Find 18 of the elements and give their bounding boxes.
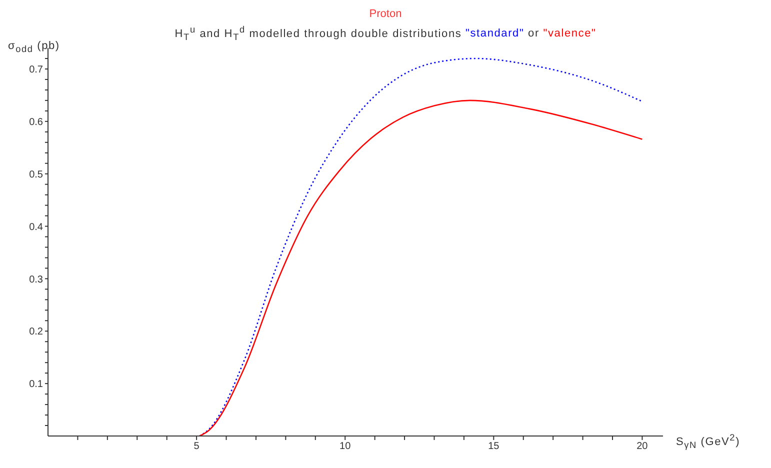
y-tick-label: 0.1: [29, 379, 44, 390]
y-tick-label: 0.5: [29, 169, 44, 180]
x-tick-label: 5: [194, 441, 200, 452]
chart-title: Proton: [369, 8, 402, 20]
x-axis-title: S$_{γN}$ (GeV$^{2}$): [676, 432, 740, 450]
x-tick-label: 10: [340, 441, 352, 452]
y-tick-label: 0.3: [29, 274, 44, 286]
text: "valence": [543, 28, 596, 40]
series-label: "standard": [466, 28, 524, 40]
x-tick-label: 20: [636, 441, 648, 452]
x-tick-label: 15: [488, 441, 500, 452]
y-tick-label: 0.2: [29, 326, 44, 338]
text: or: [528, 28, 540, 40]
y-axis-title: σ$_{odd}$ (pb): [8, 40, 60, 54]
chart-subtitle: H$_{T}$$^{u}$ and H$_{T}$$^{d}$ modelled through double distributions: [174, 24, 462, 42]
y-tick-label: 0.7: [29, 64, 44, 76]
y-tick-label: 0.4: [29, 222, 44, 233]
y-tick-label: 0.6: [29, 116, 44, 128]
